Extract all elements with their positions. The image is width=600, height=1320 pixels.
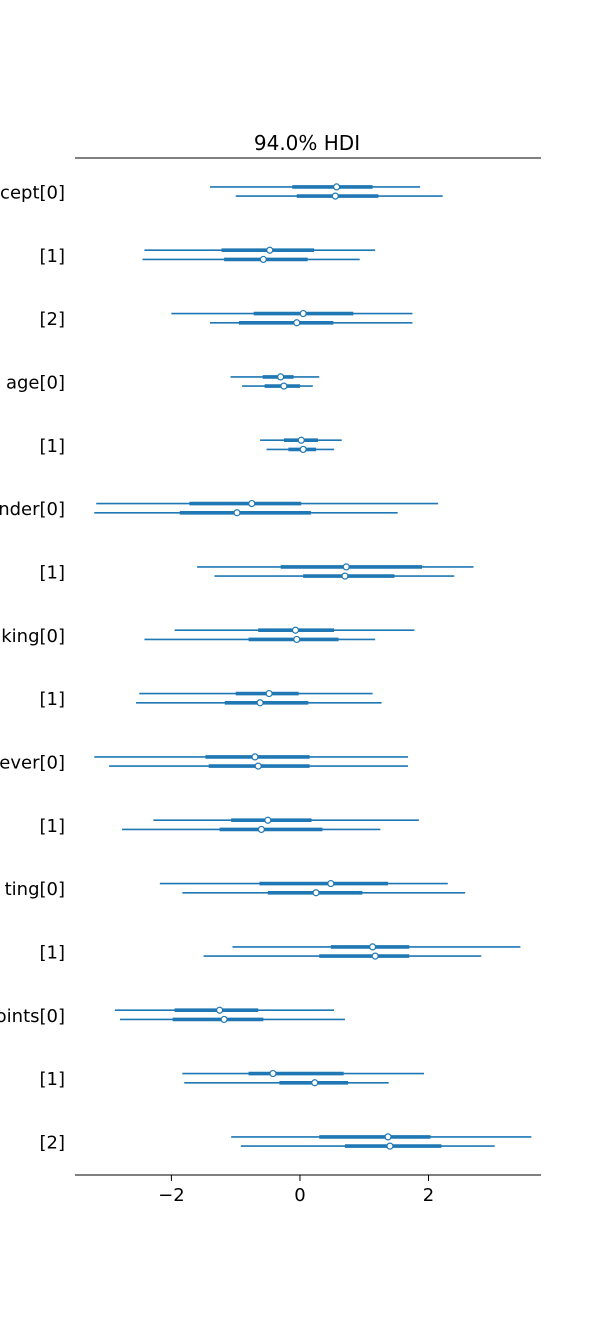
forest-row: [2] xyxy=(40,309,413,330)
forest-row: ever[0] xyxy=(0,753,408,774)
mean-point xyxy=(311,1079,319,1087)
forest-row: oints[0] xyxy=(0,1006,345,1027)
forest-row: [1] xyxy=(40,1069,425,1090)
row-label: [2] xyxy=(40,1133,66,1154)
row-label: ever[0] xyxy=(0,753,65,774)
mean-point xyxy=(331,192,339,200)
x-axis-ticks: −2 0 2 xyxy=(158,1175,434,1206)
mean-point xyxy=(297,436,305,444)
forest-row: nder[0] xyxy=(0,499,439,520)
forest-row: cept[0] xyxy=(0,183,443,204)
mean-point xyxy=(233,509,241,517)
mean-point xyxy=(341,572,349,580)
row-label: ting[0] xyxy=(5,879,65,900)
forest-row: king[0] xyxy=(1,626,415,647)
forest-row: [1] xyxy=(40,563,474,584)
mean-point xyxy=(254,762,262,770)
forest-row: [1] xyxy=(40,816,419,837)
x-tick-label: 2 xyxy=(423,1185,434,1206)
row-label: [1] xyxy=(40,436,66,457)
forest-row: [1] xyxy=(40,436,342,457)
mean-point xyxy=(277,373,285,381)
mean-point xyxy=(312,889,320,897)
row-label: [2] xyxy=(40,309,66,330)
mean-point xyxy=(293,635,301,644)
row-label: cept[0] xyxy=(0,183,65,204)
mean-point xyxy=(265,689,273,698)
mean-point xyxy=(299,309,307,318)
forest-row: age[0] xyxy=(6,373,320,394)
forest-row: [1] xyxy=(40,689,382,710)
row-label: [1] xyxy=(40,1069,66,1090)
mean-point xyxy=(257,825,265,834)
mean-point xyxy=(368,943,377,951)
mean-point xyxy=(264,816,272,824)
row-label: [1] xyxy=(40,689,66,710)
mean-point xyxy=(280,382,288,390)
row-label: nder[0] xyxy=(0,499,65,520)
mean-point xyxy=(291,626,300,634)
row-label: king[0] xyxy=(1,626,65,647)
forest-rows: cept[0] [1] [2] age[0] [1] nder[0] [1] king[0] [… xyxy=(0,183,532,1154)
row-label: age[0] xyxy=(6,373,65,394)
forest-row: ting[0] xyxy=(5,879,466,900)
mean-point xyxy=(299,445,307,454)
mean-point xyxy=(327,879,335,888)
mean-point xyxy=(266,246,274,254)
mean-point xyxy=(259,255,267,264)
mean-point xyxy=(256,699,264,707)
forest-row: [1] xyxy=(40,943,521,964)
mean-point xyxy=(371,952,379,960)
row-label: [1] xyxy=(40,563,66,584)
mean-point xyxy=(251,753,259,761)
mean-point xyxy=(269,1069,277,1078)
forest-row: [1] xyxy=(40,246,376,267)
mean-point xyxy=(216,1006,224,1014)
mean-point xyxy=(384,1133,392,1141)
mean-point xyxy=(342,563,350,571)
x-tick-label: 0 xyxy=(294,1185,305,1206)
chart-title: 94.0% HDI xyxy=(254,131,360,155)
row-label: [1] xyxy=(40,943,66,964)
row-label: [1] xyxy=(40,816,66,837)
row-label: oints[0] xyxy=(0,1006,65,1027)
mean-point xyxy=(248,499,256,508)
row-label: [1] xyxy=(40,246,66,267)
mean-point xyxy=(386,1142,394,1150)
x-tick-label: −2 xyxy=(158,1185,185,1206)
mean-point xyxy=(220,1015,228,1024)
forest-row: [2] xyxy=(40,1133,532,1154)
mean-point xyxy=(333,183,341,191)
mean-point xyxy=(293,319,301,327)
